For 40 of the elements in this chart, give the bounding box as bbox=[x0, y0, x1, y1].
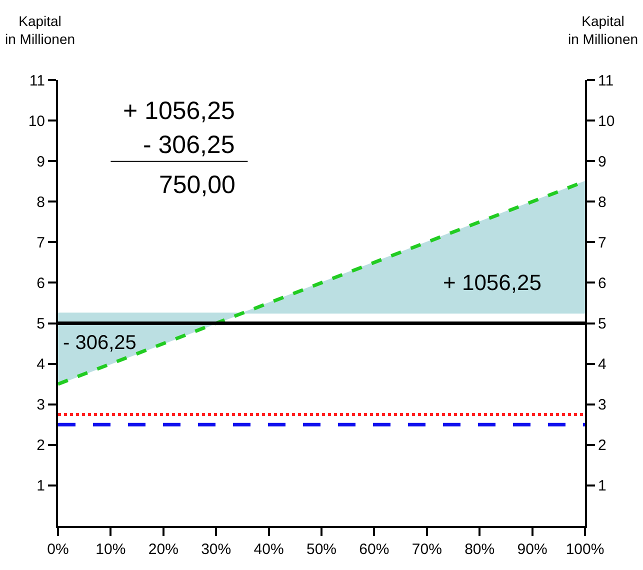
annotation: - 306,25 bbox=[63, 332, 136, 354]
x-tick-label: 30% bbox=[201, 541, 232, 558]
y-tick-label: 6 bbox=[36, 274, 45, 292]
x-tick-label: 70% bbox=[412, 541, 442, 558]
y-tick-label: 1 bbox=[36, 478, 45, 495]
y-axis-title: Kapital in Millionen bbox=[5, 13, 76, 48]
x-tick-label: 0% bbox=[47, 541, 69, 558]
y2-axis-title: Kapital in Millionen bbox=[568, 13, 638, 48]
y-tick-label: 8 bbox=[36, 194, 45, 211]
y2-tick-label: 9 bbox=[598, 153, 606, 170]
y2-tick-label: 8 bbox=[598, 194, 606, 211]
x-tick-label: 60% bbox=[359, 541, 390, 558]
y-tick-label: 5 bbox=[36, 316, 45, 333]
y2-tick-label: 7 bbox=[598, 234, 606, 252]
y2-tick-label: 6 bbox=[598, 274, 606, 292]
y-tick-label: 3 bbox=[36, 396, 45, 414]
x-tick-label: 100% bbox=[566, 541, 604, 558]
y2-tick-label: 4 bbox=[598, 356, 606, 374]
y2-tick-label: 3 bbox=[598, 396, 606, 414]
y-tick-label: 4 bbox=[36, 356, 45, 374]
x-tick-label: 10% bbox=[96, 541, 126, 558]
y-tick-label: 9 bbox=[36, 153, 45, 170]
annotation: + 1056,25 bbox=[123, 97, 235, 125]
y-tick-label: 2 bbox=[36, 437, 45, 454]
annotation: 750,00 bbox=[159, 171, 236, 199]
x-tick-label: 90% bbox=[517, 541, 548, 558]
y-tick-label: 10 bbox=[28, 112, 45, 130]
annotation: + 1056,25 bbox=[443, 270, 542, 295]
y2-tick-label: 2 bbox=[598, 437, 606, 454]
x-tick-label: 80% bbox=[464, 541, 495, 558]
x-tick-label: 40% bbox=[254, 541, 284, 558]
y-tick-label: 7 bbox=[36, 234, 45, 252]
x-tick-label: 20% bbox=[148, 541, 178, 558]
y2-tick-label: 11 bbox=[598, 72, 614, 90]
x-tick-label: 50% bbox=[306, 541, 337, 558]
y2-tick-label: 5 bbox=[598, 316, 606, 333]
y-tick-label: 11 bbox=[29, 72, 45, 90]
annotation: - 306,25 bbox=[143, 131, 235, 159]
y2-tick-label: 1 bbox=[598, 478, 606, 495]
y2-tick-label: 10 bbox=[598, 112, 615, 130]
